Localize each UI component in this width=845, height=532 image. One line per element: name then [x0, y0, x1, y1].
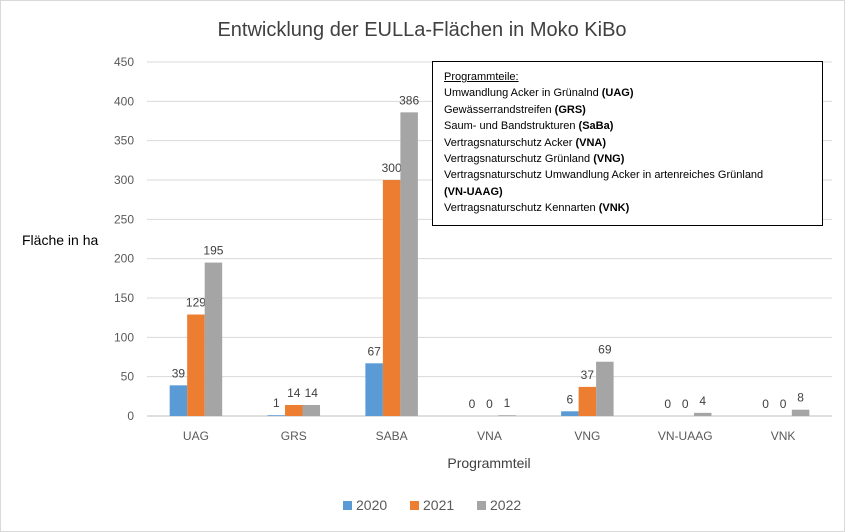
info-line-text: Vertragsnaturschutz Grünland	[444, 153, 594, 166]
y-tick-label: 450	[114, 55, 134, 69]
data-label: 4	[699, 394, 706, 408]
x-tick-label: VNG	[574, 429, 600, 443]
bar-2022	[693, 412, 712, 416]
info-line-text: Vertragsnaturschutz Acker	[444, 136, 576, 149]
bar-2021	[578, 386, 597, 416]
bar-2020	[365, 363, 383, 416]
data-label: 8	[797, 391, 804, 405]
x-axis-ticks: UAG GRS SABA VNA VNG VN-UAAG VNK	[183, 429, 795, 443]
bar-2022	[498, 415, 516, 416]
data-label: 0	[469, 397, 476, 411]
info-line-text: Saum- und Bandstrukturen	[444, 120, 579, 133]
bar-2021	[285, 404, 303, 416]
data-label: 386	[399, 93, 419, 107]
info-line-abbr: (VNG)	[593, 153, 625, 166]
y-tick-label: 150	[114, 291, 134, 305]
y-tick-label: 200	[114, 252, 134, 266]
bar-2020	[561, 411, 579, 416]
info-box-line: Vertragsnaturschutz Grünland (VNG)	[444, 151, 812, 167]
x-tick-label: SABA	[376, 429, 408, 443]
info-line-text: Vertragsnaturschutz Kennarten	[444, 202, 599, 215]
data-label: 67	[367, 344, 381, 358]
data-label: 1	[273, 396, 280, 410]
data-label: 0	[780, 397, 787, 411]
info-box-line: Vertragsnaturschutz Acker (VNA)	[444, 135, 812, 151]
info-line-abbr: (UAG)	[601, 87, 634, 100]
info-line-abbr: (VN-UAAG)	[444, 185, 503, 198]
data-label: 129	[186, 296, 206, 310]
data-label: 0	[486, 397, 493, 411]
x-tick-label: VNA	[477, 429, 502, 443]
bar-2022	[204, 262, 223, 416]
y-tick-label: 100	[114, 330, 134, 344]
info-line-abbr: (VNK)	[598, 202, 630, 215]
y-tick-label: 350	[114, 134, 134, 148]
data-label: 69	[598, 343, 612, 357]
info-box-line: Vertragsnaturschutz Kennarten (VNK)	[444, 200, 812, 216]
legend-label: 2021	[423, 497, 454, 513]
data-label: 0	[762, 397, 769, 411]
y-tick-label: 250	[114, 212, 134, 226]
info-line-abbr: (GRS)	[554, 103, 586, 116]
bar-2022	[400, 112, 418, 416]
info-line-text: Umwandlung Acker in Grünalnd	[444, 87, 602, 100]
info-box-line: Saum- und Bandstrukturen (SaBa)	[444, 118, 812, 134]
y-tick-label: 300	[114, 173, 134, 187]
bar-2022	[302, 404, 321, 416]
legend: 2020 2021 2022	[343, 497, 521, 513]
info-box-line: Umwandlung Acker in Grünalnd (UAG)	[444, 85, 812, 101]
x-tick-label: GRS	[281, 429, 307, 443]
data-label: 1	[504, 396, 511, 410]
x-tick-label: UAG	[183, 429, 209, 443]
y-axis-ticks: 0 50 100 150 200 250 300 350 400 450	[114, 55, 134, 423]
y-axis-label: Fläche in ha	[22, 232, 98, 248]
legend-label: 2020	[356, 497, 387, 513]
chart-title: Entwicklung der EULLa-Flächen in Moko Ki…	[217, 19, 626, 41]
program-info-box: Programmteile: Umwandlung Acker in Grüna…	[432, 61, 823, 226]
info-box-line: Vertragsnaturschutz Umwandlung Acker in …	[444, 167, 812, 183]
y-tick-label: 50	[121, 370, 135, 384]
bar-2022	[791, 409, 810, 416]
bar-2021	[382, 180, 401, 416]
info-box-heading: Programmteile:	[444, 71, 519, 83]
data-label: 0	[682, 397, 689, 411]
data-label: 300	[382, 161, 402, 175]
data-label: 14	[287, 386, 301, 400]
bar-2020	[267, 415, 286, 416]
data-label: 37	[581, 368, 595, 382]
bar-2021	[187, 314, 205, 416]
x-axis-label: Programmteil	[447, 455, 530, 471]
info-line-abbr: (SaBa)	[578, 120, 614, 133]
info-box-line: (VN-UAAG)	[444, 184, 812, 200]
bar-2022	[596, 361, 614, 416]
info-line-text: Gewässerrandstreifen	[444, 103, 555, 116]
legend-swatch	[410, 501, 419, 510]
y-tick-label: 0	[127, 409, 134, 423]
info-line-abbr: (VNA)	[575, 136, 607, 149]
data-label: 39	[172, 366, 186, 380]
y-tick-label: 400	[114, 94, 134, 108]
data-label: 14	[305, 386, 319, 400]
legend-swatch	[477, 501, 486, 510]
legend-swatch	[343, 501, 352, 510]
bar-2020	[169, 385, 188, 416]
data-label: 0	[664, 397, 671, 411]
data-label: 6	[567, 392, 574, 406]
info-box-line: Gewässerrandstreifen (GRS)	[444, 102, 812, 118]
x-tick-label: VNK	[771, 429, 796, 443]
data-label: 195	[203, 244, 223, 258]
x-tick-label: VN-UAAG	[658, 429, 713, 443]
legend-label: 2022	[490, 497, 521, 513]
info-line-text: Vertragsnaturschutz Umwandlung Acker in …	[444, 169, 764, 182]
